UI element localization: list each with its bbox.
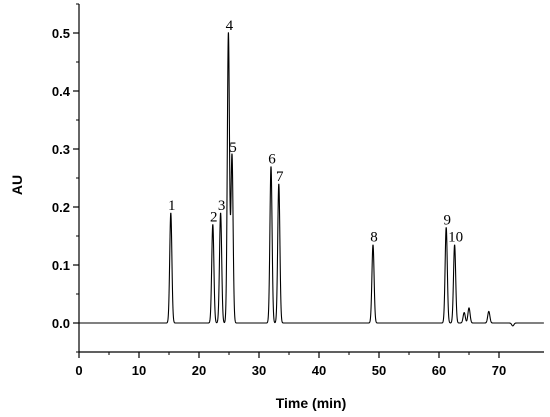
y-tick-label: 0.2 — [52, 200, 70, 215]
peak-label-9: 9 — [443, 212, 451, 228]
peak-label-10: 10 — [448, 230, 463, 246]
x-axis-title: Time (min) — [276, 395, 347, 411]
x-tick-label: 40 — [312, 363, 326, 378]
y-tick-label: 0.1 — [52, 258, 70, 273]
y-tick-label: 0.3 — [52, 142, 70, 157]
peak-label-2: 2 — [210, 209, 218, 225]
x-tick-label: 30 — [252, 363, 266, 378]
peak-label-4: 4 — [226, 18, 234, 34]
y-tick-label: 0.5 — [52, 26, 70, 41]
peak-label-7: 7 — [276, 169, 284, 185]
y-ticks: 0.0 0.1 0.2 0.3 0.4 0.5 — [52, 3, 79, 353]
peak-label-6: 6 — [268, 151, 276, 167]
y-tick-label: 0.4 — [52, 84, 71, 99]
peak-label-1: 1 — [168, 198, 176, 214]
peak-label-5: 5 — [229, 140, 237, 156]
peak-label-3: 3 — [218, 198, 226, 214]
x-tick-label: 10 — [132, 363, 146, 378]
x-tick-label: 50 — [372, 363, 386, 378]
x-tick-label: 70 — [492, 363, 506, 378]
axes — [78, 4, 544, 353]
x-tick-label: 60 — [432, 363, 446, 378]
y-axis-title: AU — [9, 175, 25, 195]
x-tick-label: 20 — [192, 363, 206, 378]
y-tick-label: 0.0 — [52, 316, 70, 331]
x-ticks: 0 10 20 30 40 50 60 70 — [75, 352, 506, 378]
peak-label-8: 8 — [370, 230, 378, 246]
chromatogram-trace — [79, 32, 544, 327]
x-tick-label: 0 — [75, 363, 82, 378]
